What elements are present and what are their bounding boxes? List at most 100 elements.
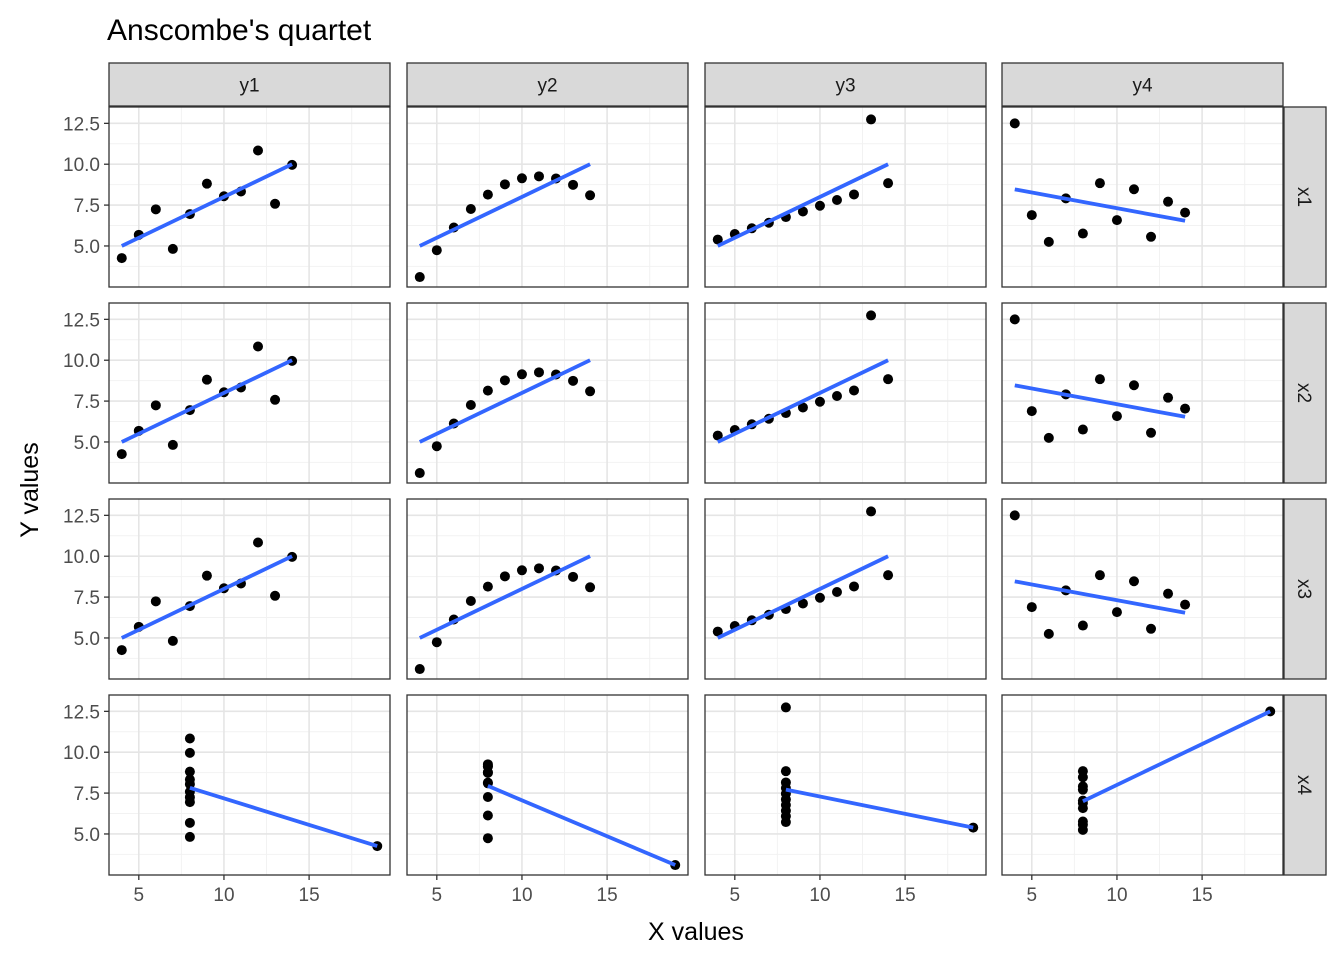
data-point [585, 582, 596, 593]
panel-x3-y4 [1001, 498, 1284, 680]
panel-border [406, 694, 689, 876]
panel-background [705, 499, 986, 679]
column-strip-y2 [406, 62, 689, 107]
panel-border [1001, 106, 1284, 288]
data-point [831, 587, 842, 598]
regression-line [1082, 709, 1272, 803]
data-point [883, 178, 894, 189]
y-tick-label: 10.0 [63, 547, 100, 568]
panel-x3-y2 [406, 498, 689, 680]
data-point [1094, 374, 1105, 385]
data-point [270, 198, 281, 209]
column-strip-y1 [108, 62, 391, 107]
data-point [780, 794, 791, 805]
y-tick-label: 10.0 [63, 351, 100, 372]
data-point [116, 253, 127, 264]
panel-x3-y3 [704, 498, 987, 680]
data-point [780, 766, 791, 777]
regression-line [418, 554, 591, 640]
panel-background [705, 107, 986, 287]
x-tick-label: 10 [809, 885, 830, 906]
regression-line [716, 554, 889, 640]
data-point [431, 441, 442, 452]
panel-border [704, 498, 987, 680]
panel-x4-y1: 5.0 7.5 10.0 12.5 5 10 15 [63, 694, 391, 906]
panel-background [109, 107, 390, 287]
data-point [1146, 231, 1157, 242]
data-point [814, 592, 825, 603]
row-strip-label-x3: x3 [1293, 579, 1314, 599]
data-point [1026, 406, 1037, 417]
data-point [184, 792, 195, 803]
facet-panels: y1 y2 y3 y4 x1 x2 x3 x4 5.0 7.5 10.0 12.5 5.0 7.5 10.0… [63, 62, 1327, 906]
x-tick-label: 5 [432, 885, 443, 906]
data-point [533, 563, 544, 574]
y-tick-label: 7.5 [74, 196, 100, 217]
data-point [253, 341, 264, 352]
data-point [533, 367, 544, 378]
data-point [1180, 599, 1191, 610]
y-tick-label: 5.0 [74, 825, 100, 846]
data-point [253, 537, 264, 548]
x-tick-label: 10 [1106, 885, 1127, 906]
data-point [167, 635, 178, 646]
data-point [184, 766, 195, 777]
panel-border [108, 498, 391, 680]
data-point [201, 374, 212, 385]
data-point [712, 430, 723, 441]
data-point [1026, 210, 1037, 221]
panel-background [1002, 499, 1283, 679]
panel-background [109, 695, 390, 875]
y-tick-label: 12.5 [63, 506, 100, 527]
panel-border [704, 302, 987, 484]
y-tick-label: 12.5 [63, 702, 100, 723]
data-point [1026, 602, 1037, 613]
panel-x2-y2 [406, 302, 689, 484]
panel-x1-y3 [704, 106, 987, 288]
panel-border [704, 106, 987, 288]
y-tick-label: 7.5 [74, 392, 100, 413]
data-point [849, 581, 860, 592]
data-point [797, 598, 808, 609]
regression-line [1014, 383, 1186, 419]
data-point [270, 394, 281, 405]
row-strip-x1 [1283, 106, 1327, 288]
x-tick-label: 15 [1192, 885, 1213, 906]
data-point [1094, 178, 1105, 189]
y-tick-label: 12.5 [63, 310, 100, 331]
column-strip-label-y2: y2 [537, 76, 557, 97]
row-strip-x4 [1283, 694, 1327, 876]
data-point [780, 702, 791, 713]
data-point [1077, 620, 1088, 631]
data-point [831, 391, 842, 402]
regression-line [189, 785, 378, 848]
regression-line [716, 162, 889, 248]
data-point [797, 402, 808, 413]
data-point [1128, 184, 1139, 195]
x-tick-label: 5 [730, 885, 741, 906]
regression-line [120, 554, 293, 640]
panel-background [407, 107, 688, 287]
data-point [431, 637, 442, 648]
data-point [866, 114, 877, 125]
regression-line [785, 787, 974, 830]
y-tick-label: 5.0 [74, 629, 100, 650]
x-tick-label: 10 [511, 885, 532, 906]
data-point [1043, 236, 1054, 247]
data-point [482, 792, 493, 803]
panel-x2-y4 [1001, 302, 1284, 484]
data-point [1043, 432, 1054, 443]
data-point [814, 396, 825, 407]
data-point [116, 449, 127, 460]
panel-background [109, 303, 390, 483]
panel-x4-y4: 5 10 15 [1001, 694, 1284, 906]
data-point [849, 385, 860, 396]
panel-border [406, 498, 689, 680]
y-tick-label: 7.5 [74, 588, 100, 609]
data-point [184, 747, 195, 758]
data-point [116, 645, 127, 656]
data-point [568, 375, 579, 386]
data-point [866, 310, 877, 321]
data-point [201, 178, 212, 189]
